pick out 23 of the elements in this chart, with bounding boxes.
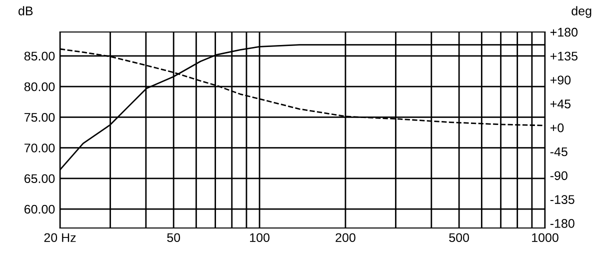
- y2-tick-label: +45: [550, 100, 571, 108]
- y2-tick-label: -135: [550, 195, 574, 204]
- x-tick-label: 50: [167, 233, 180, 242]
- y2-tick-label: +135: [550, 52, 578, 61]
- y-axis-title: dB: [18, 6, 33, 16]
- y-tick-label: 75.00: [24, 112, 55, 122]
- y2-tick-label: -90: [550, 171, 568, 180]
- y2-tick-label: +0: [550, 123, 564, 132]
- y2-tick-label: +90: [550, 76, 571, 84]
- x-tick-label: 20 Hz: [44, 233, 76, 242]
- y2-tick-label: -45: [550, 147, 568, 156]
- x-tick-label: 100: [250, 233, 270, 242]
- y2-tick-label: +180: [550, 28, 578, 37]
- x-tick-label: 500: [449, 233, 470, 242]
- y-tick-label: 85.00: [24, 52, 55, 61]
- x-tick-label: 1000: [532, 233, 558, 242]
- y-tick-label: 65.00: [24, 174, 55, 184]
- x-tick-label: 200: [336, 233, 356, 242]
- y-tick-label: 70.00: [24, 144, 55, 152]
- y-tick-label: 60.00: [24, 204, 55, 214]
- y2-tick-label: -180: [550, 219, 574, 228]
- y2-axis-title: deg: [572, 6, 592, 18]
- y-tick-label: 80.00: [24, 82, 55, 92]
